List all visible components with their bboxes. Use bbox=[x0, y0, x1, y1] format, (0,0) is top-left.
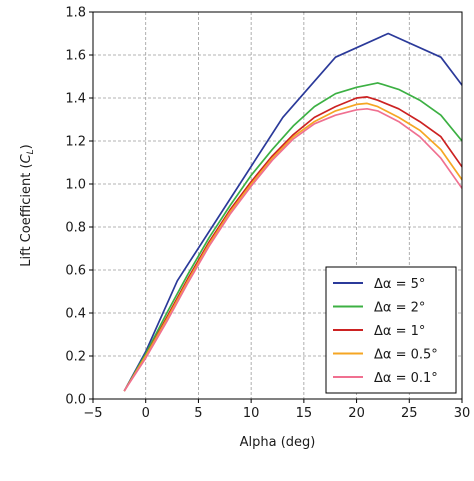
y-tick-label: 0.4 bbox=[65, 307, 86, 322]
x-tick-label: −5 bbox=[83, 406, 102, 421]
y-tick-label: 0.8 bbox=[65, 221, 86, 236]
x-tick-label: 15 bbox=[296, 406, 313, 421]
legend: Δα = 5° Δα = 2° Δα = 1° Δα = 0.5° Δα = 0.1° bbox=[325, 266, 457, 394]
y-axis-title-symbol: C bbox=[19, 153, 34, 163]
y-tick-label: 0.2 bbox=[65, 350, 86, 365]
legend-label-4: Δα = 0.5° bbox=[374, 348, 438, 363]
y-tick-label: 0.0 bbox=[65, 393, 86, 408]
legend-label-1: Δα = 5° bbox=[374, 277, 425, 292]
series-line-5 bbox=[123, 107, 462, 392]
x-tick-label: 25 bbox=[401, 406, 418, 421]
y-axis-title-subscript: L bbox=[26, 149, 36, 154]
legend-label-3: Δα = 1° bbox=[374, 324, 425, 339]
legend-label-5: Δα = 0.1° bbox=[374, 371, 438, 386]
x-tick-label: 30 bbox=[454, 406, 471, 421]
y-axis-title-text: Lift Coefficient ( bbox=[19, 163, 34, 266]
x-axis-title: Alpha (deg) bbox=[240, 435, 316, 450]
series-line-1 bbox=[123, 32, 462, 392]
y-tick-label: 1.4 bbox=[65, 92, 86, 107]
y-tick-label: 1.8 bbox=[65, 6, 86, 21]
plot-frame bbox=[92, 11, 463, 400]
series-line-2 bbox=[123, 82, 462, 392]
axis-ticks: −5 0 5 10 15 20 25 30 0.0 0.2 0.4 0.6 0.8 1.0 1.2 1.4 1.… bbox=[65, 6, 470, 422]
x-tick-label: 20 bbox=[348, 406, 365, 421]
y-axis-title-close: ) bbox=[19, 144, 34, 149]
x-tick-label: 0 bbox=[142, 406, 150, 421]
y-tick-label: 1.2 bbox=[65, 135, 86, 150]
series-line-3 bbox=[123, 96, 462, 392]
series-lines bbox=[123, 32, 462, 392]
y-tick-label: 1.0 bbox=[65, 178, 86, 193]
legend-label-2: Δα = 2° bbox=[374, 301, 425, 316]
y-tick-label: 1.6 bbox=[65, 49, 86, 64]
y-tick-label: 0.6 bbox=[65, 264, 86, 279]
x-tick-label: 10 bbox=[243, 406, 260, 421]
x-tick-label: 5 bbox=[194, 406, 202, 421]
y-axis-title: Lift Coefficient (CL) bbox=[19, 144, 36, 267]
series-line-4 bbox=[123, 102, 462, 392]
